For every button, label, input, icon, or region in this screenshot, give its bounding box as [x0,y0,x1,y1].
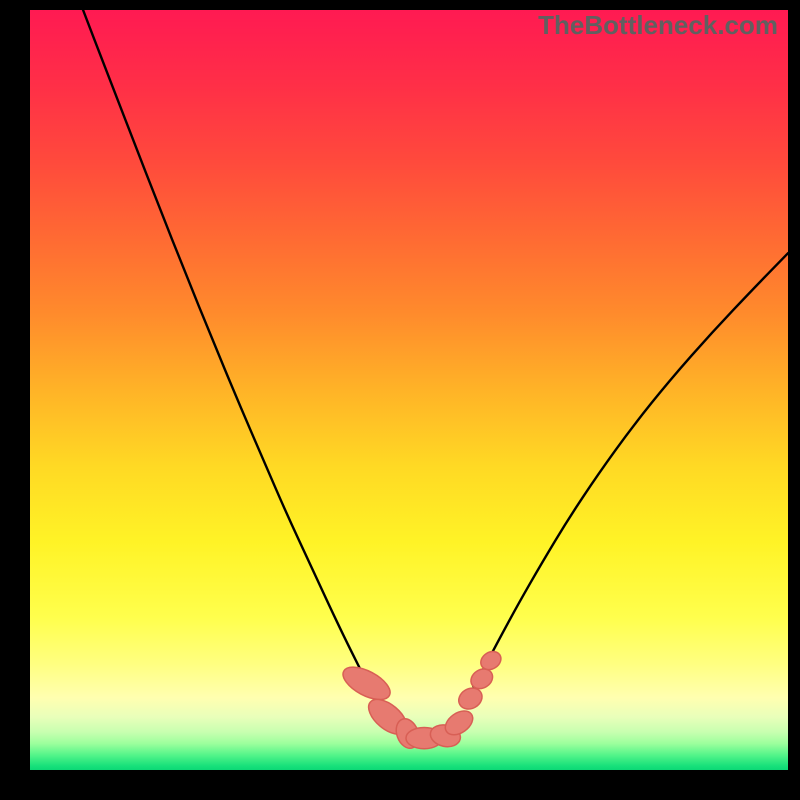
watermark-text: TheBottleneck.com [538,10,778,41]
plot-svg [30,10,788,770]
chart-frame: TheBottleneck.com [0,0,800,800]
plot-area: TheBottleneck.com [30,10,788,770]
background-gradient [30,10,788,770]
